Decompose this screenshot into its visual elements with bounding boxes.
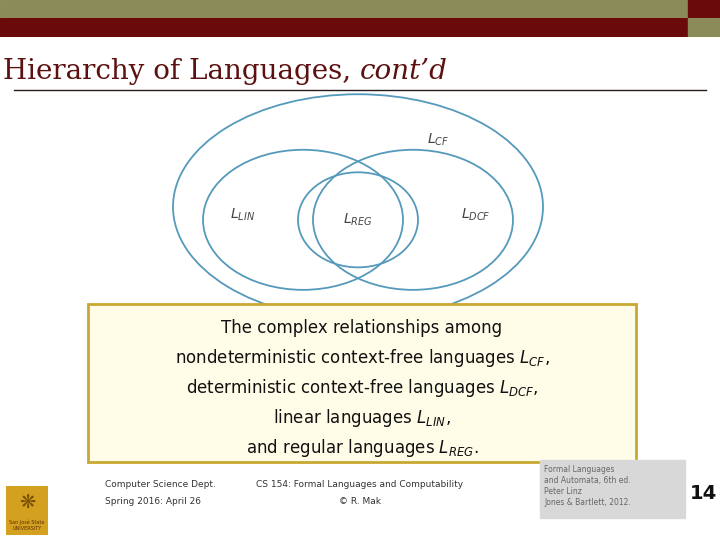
Text: © R. Mak: © R. Mak — [339, 497, 381, 507]
Text: linear languages $L_{LIN}$,: linear languages $L_{LIN}$, — [273, 407, 451, 429]
Text: San José State
UNIVERSITY: San José State UNIVERSITY — [9, 520, 45, 531]
Text: $L_{CF}$: $L_{CF}$ — [427, 132, 449, 148]
Text: ❋: ❋ — [19, 492, 35, 512]
Text: Peter Linz: Peter Linz — [544, 488, 582, 496]
Text: Hierarchy of Languages,: Hierarchy of Languages, — [3, 58, 360, 85]
Text: and regular languages $L_{REG}$.: and regular languages $L_{REG}$. — [246, 437, 478, 459]
FancyBboxPatch shape — [88, 304, 636, 462]
Text: Computer Science Dept.: Computer Science Dept. — [105, 481, 216, 489]
Text: Spring 2016: April 26: Spring 2016: April 26 — [105, 497, 201, 507]
Text: Jones & Bartlett, 2012.: Jones & Bartlett, 2012. — [544, 498, 631, 508]
Bar — [540, 460, 685, 518]
Text: 14: 14 — [689, 484, 716, 503]
Text: CS 154: Formal Languages and Computability: CS 154: Formal Languages and Computabili… — [256, 481, 464, 489]
Text: The complex relationships among: The complex relationships among — [222, 319, 503, 337]
Bar — [688, 18, 720, 37]
Text: $L_{LIN}$: $L_{LIN}$ — [230, 207, 256, 223]
Text: cont’d: cont’d — [360, 58, 448, 85]
Text: deterministic context-free languages $L_{DCF}$,: deterministic context-free languages $L_… — [186, 377, 539, 399]
Bar — [688, 0, 720, 18]
Text: $L_{REG}$: $L_{REG}$ — [343, 212, 373, 228]
FancyBboxPatch shape — [6, 486, 48, 535]
Text: nondeterministic context-free languages $L_{CF}$,: nondeterministic context-free languages … — [174, 347, 549, 369]
Text: $L_{DCF}$: $L_{DCF}$ — [461, 207, 491, 223]
Text: Formal Languages: Formal Languages — [544, 465, 614, 475]
Text: and Automata, 6th ed.: and Automata, 6th ed. — [544, 476, 631, 485]
